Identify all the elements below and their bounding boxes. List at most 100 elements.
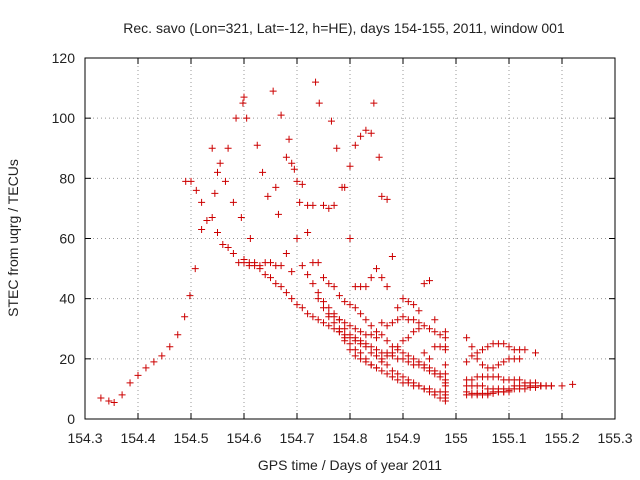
x-tick-label: 155.3 — [597, 430, 632, 446]
data-point — [484, 343, 492, 351]
data-point — [426, 385, 433, 393]
data-point — [351, 325, 359, 333]
data-point — [367, 361, 375, 369]
data-point — [569, 380, 577, 388]
data-point — [293, 301, 301, 309]
data-point — [394, 304, 402, 312]
data-point — [426, 325, 433, 333]
data-point — [341, 183, 349, 191]
data-point — [288, 295, 296, 303]
data-point — [521, 346, 529, 354]
data-point — [468, 343, 476, 351]
data-point — [105, 397, 113, 405]
x-tick-label: 154.8 — [332, 430, 367, 446]
data-point — [367, 331, 375, 339]
x-tick-label: 154.3 — [67, 430, 102, 446]
data-point — [399, 373, 407, 381]
data-point — [314, 295, 322, 303]
data-point — [142, 364, 150, 372]
data-point — [375, 153, 383, 161]
data-point — [267, 259, 274, 267]
data-point — [282, 289, 290, 297]
data-point — [357, 340, 365, 348]
data-point — [383, 283, 391, 291]
data-point — [388, 367, 396, 375]
y-tick-label: 80 — [59, 170, 75, 186]
data-point — [441, 388, 449, 396]
data-point — [426, 277, 433, 285]
data-point — [320, 298, 327, 306]
data-point — [216, 159, 224, 167]
data-point — [208, 213, 216, 221]
plot-frame — [84, 57, 616, 420]
data-point — [315, 99, 323, 107]
data-point — [351, 304, 359, 312]
data-point — [304, 310, 312, 318]
data-point — [309, 280, 317, 288]
data-point — [208, 144, 216, 152]
chart-title: Rec. savo (Lon=321, Lat=-12, h=HE), days… — [123, 20, 565, 36]
x-tick-label: 155.2 — [544, 430, 579, 446]
data-point — [282, 250, 290, 258]
x-tick-label: 154.5 — [173, 430, 208, 446]
data-point — [237, 213, 245, 221]
data-point — [320, 319, 327, 327]
data-point — [383, 370, 391, 378]
data-point — [367, 322, 375, 330]
data-point — [479, 382, 486, 390]
data-point — [357, 355, 365, 363]
data-point — [351, 337, 359, 345]
data-point — [181, 313, 189, 321]
data-point — [272, 183, 280, 191]
data-point — [378, 319, 386, 327]
data-point — [484, 391, 492, 399]
data-point — [500, 358, 508, 366]
data-point — [420, 322, 428, 330]
data-point — [150, 358, 158, 366]
data-point — [219, 241, 227, 249]
data-point — [388, 343, 396, 351]
data-point — [267, 274, 274, 282]
data-point — [378, 331, 386, 339]
data-point — [304, 271, 312, 279]
data-point — [191, 265, 199, 273]
data-point — [288, 159, 296, 167]
data-point — [383, 361, 391, 369]
data-point — [415, 382, 423, 390]
data-point — [362, 316, 370, 324]
data-point — [333, 144, 341, 152]
data-point — [314, 259, 322, 267]
data-point — [489, 389, 497, 397]
data-point — [174, 331, 182, 339]
data-point — [277, 111, 285, 119]
data-point — [118, 391, 126, 399]
data-point — [335, 325, 343, 333]
x-tick-label: 155 — [444, 430, 468, 446]
y-tick-label: 20 — [59, 351, 75, 367]
x-tick-labels: 154.3 154.4 154.5 154.6 154.7 154.8 154.9 155 15… — [67, 430, 632, 446]
data-point — [404, 358, 412, 366]
data-point — [404, 379, 412, 387]
data-point — [277, 262, 285, 270]
data-point — [426, 367, 433, 375]
data-point — [373, 334, 380, 342]
data-point — [240, 93, 248, 101]
data-point — [166, 343, 174, 351]
y-tick-label: 100 — [52, 110, 76, 126]
data-point — [500, 340, 508, 348]
y-tick-labels: 0 20 40 60 80 100 120 — [52, 50, 76, 427]
data-point — [327, 117, 335, 125]
data-point — [431, 316, 439, 324]
data-point — [296, 198, 304, 206]
data-point — [441, 361, 449, 369]
data-point — [211, 189, 219, 197]
data-point — [330, 201, 338, 209]
data-point — [399, 295, 407, 303]
data-point — [370, 99, 378, 107]
data-point — [489, 364, 497, 372]
data-point — [309, 201, 317, 209]
data-point — [256, 265, 264, 273]
data-point — [277, 283, 285, 291]
data-point — [394, 316, 402, 324]
